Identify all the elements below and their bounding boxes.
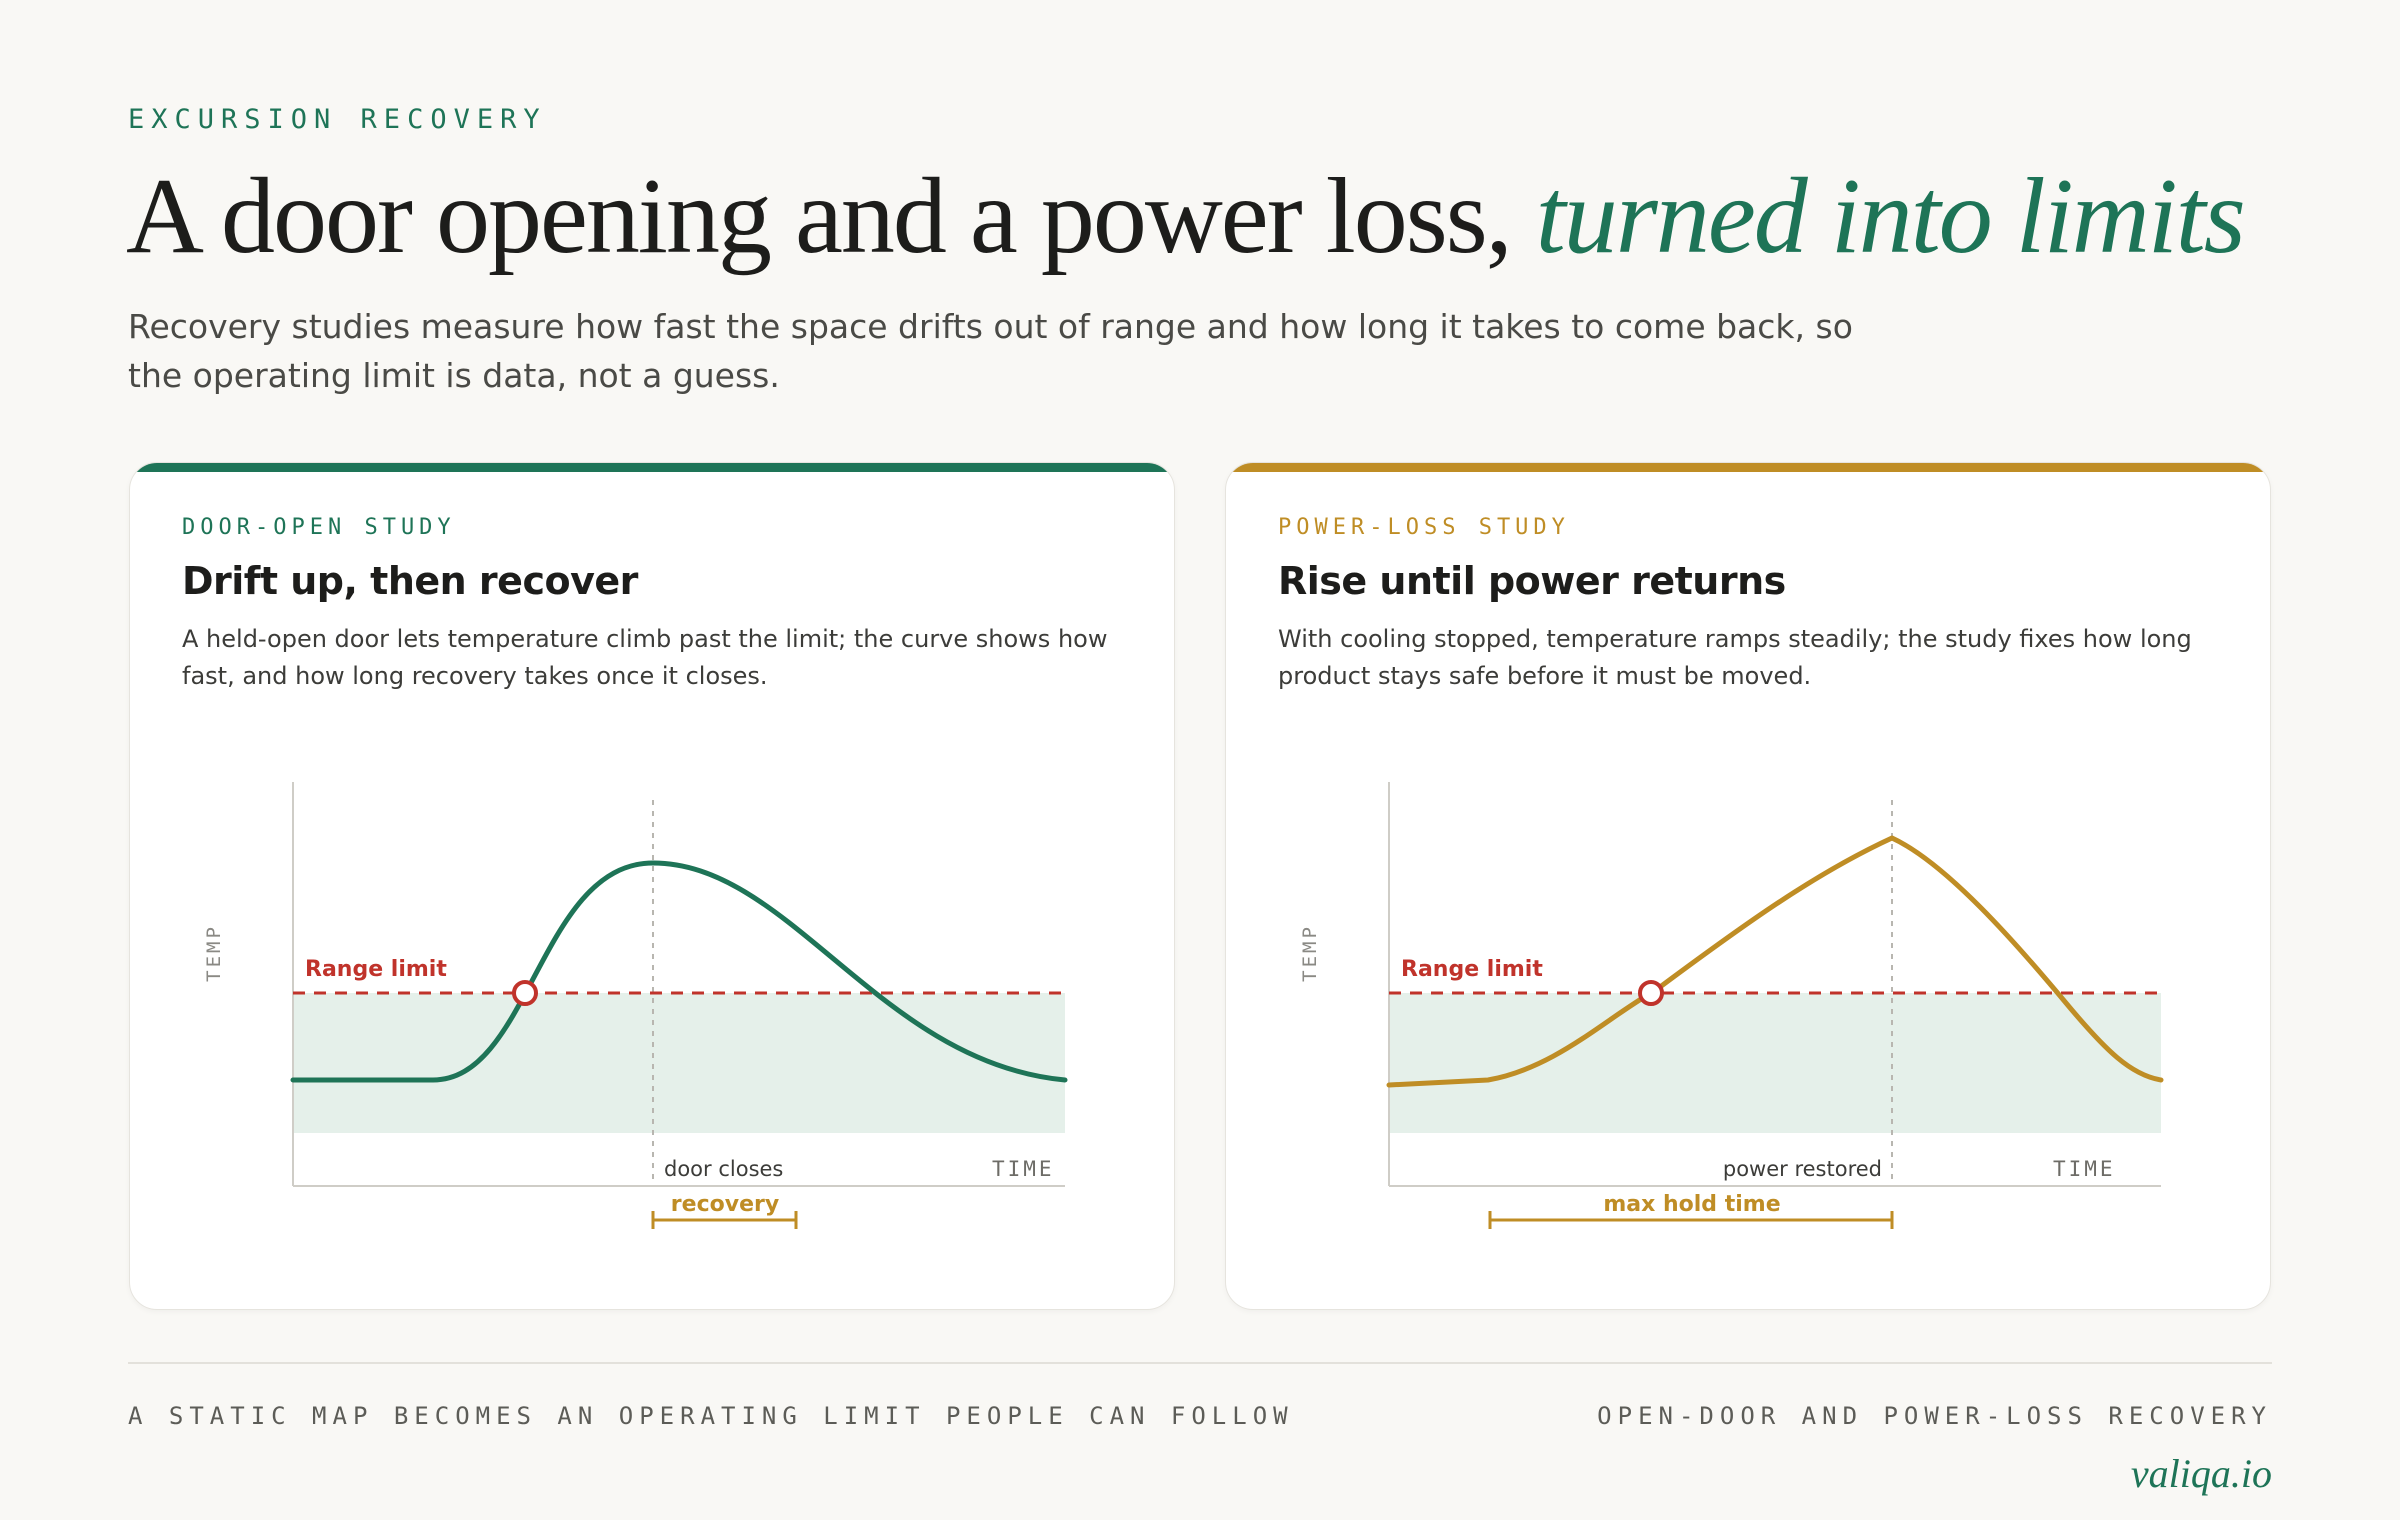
- footer-left-caption: A STATIC MAP BECOMES AN OPERATING LIMIT …: [128, 1402, 1294, 1430]
- event-label: power restored: [1723, 1157, 1882, 1181]
- temperature-curve: [290, 860, 1068, 1083]
- range-limit-label: Range limit: [1401, 957, 1543, 982]
- power-loss-diagram: Range limit TEMP power restored TIME max…: [1299, 782, 2164, 1229]
- power-loss-card: POWER-LOSS STUDY Rise until power return…: [1225, 462, 2271, 1310]
- card-description: A held-open door lets temperature climb …: [182, 625, 1108, 690]
- door-open-card: DOOR-OPEN STUDY Drift up, then recover A…: [129, 462, 1175, 1310]
- footer-right-caption: OPEN-DOOR AND POWER-LOSS RECOVERY: [1597, 1402, 2272, 1430]
- card-title: Rise until power returns: [1278, 559, 1786, 603]
- range-limit-label: Range limit: [305, 957, 447, 982]
- footer-divider: [128, 1362, 2272, 1364]
- x-axis-label: TIME: [992, 1157, 1055, 1181]
- card-tag: POWER-LOSS STUDY: [1278, 515, 1570, 540]
- limit-crossing-marker: [1638, 980, 1664, 1006]
- card-title: Drift up, then recover: [182, 559, 638, 603]
- card-accent-bar: [1226, 463, 2270, 472]
- eyebrow: EXCURSION RECOVERY: [128, 104, 547, 135]
- lede: Recovery studies measure how fast the sp…: [128, 307, 1853, 395]
- event-label: door closes: [664, 1157, 783, 1181]
- door-open-diagram: Range limit TEMP door closes TIME recove…: [203, 782, 1068, 1229]
- temperature-curve: [1386, 835, 2164, 1088]
- y-axis-label: TEMP: [203, 924, 225, 982]
- card-description: With cooling stopped, temperature ramps …: [1278, 625, 2192, 690]
- page-title: A door opening and a power loss, turned …: [126, 157, 2246, 277]
- brand-wordmark[interactable]: valiqa.io: [2130, 1451, 2272, 1496]
- card-accent-bar: [130, 463, 1174, 472]
- safe-range-band: [293, 993, 1065, 1133]
- limit-crossing-marker: [512, 980, 538, 1006]
- card-tag: DOOR-OPEN STUDY: [182, 515, 456, 540]
- x-axis-label: TIME: [2053, 1157, 2116, 1181]
- safe-range-band: [1389, 993, 2161, 1133]
- recovery-span-label: recovery: [671, 1192, 779, 1217]
- hold-time-span-label: max hold time: [1603, 1192, 1780, 1217]
- title-plain: A door opening and a power loss,: [126, 157, 1536, 276]
- title-emphasis: turned into limits: [1535, 157, 2246, 276]
- y-axis-label: TEMP: [1299, 924, 1321, 982]
